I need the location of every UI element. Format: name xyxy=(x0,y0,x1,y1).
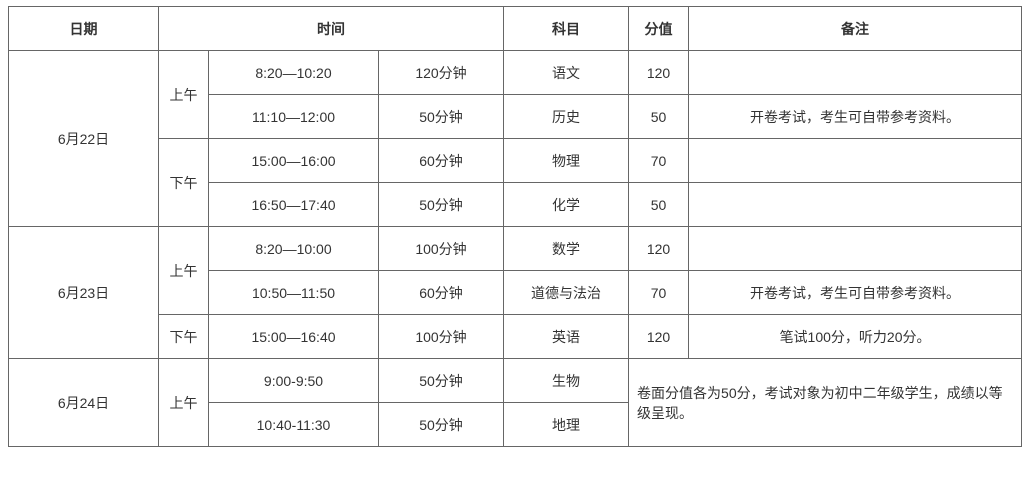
header-date: 日期 xyxy=(9,7,159,51)
cell-score: 70 xyxy=(629,139,689,183)
cell-time: 15:00—16:40 xyxy=(209,315,379,359)
cell-time: 16:50—17:40 xyxy=(209,183,379,227)
header-time: 时间 xyxy=(159,7,504,51)
cell-duration: 100分钟 xyxy=(379,315,504,359)
cell-note xyxy=(689,183,1022,227)
cell-score: 50 xyxy=(629,183,689,227)
cell-duration: 50分钟 xyxy=(379,95,504,139)
cell-period: 上午 xyxy=(159,51,209,139)
cell-period: 下午 xyxy=(159,139,209,227)
cell-time: 11:10—12:00 xyxy=(209,95,379,139)
cell-date: 6月23日 xyxy=(9,227,159,359)
cell-duration: 50分钟 xyxy=(379,403,504,447)
cell-score: 120 xyxy=(629,315,689,359)
header-subject: 科目 xyxy=(504,7,629,51)
cell-time: 9:00-9:50 xyxy=(209,359,379,403)
cell-note xyxy=(689,51,1022,95)
cell-score: 120 xyxy=(629,51,689,95)
cell-subject: 数学 xyxy=(504,227,629,271)
cell-date: 6月24日 xyxy=(9,359,159,447)
table-row: 下午 15:00—16:00 60分钟 物理 70 xyxy=(9,139,1022,183)
cell-subject: 化学 xyxy=(504,183,629,227)
cell-note: 笔试100分，听力20分。 xyxy=(689,315,1022,359)
cell-subject: 物理 xyxy=(504,139,629,183)
cell-time: 10:50—11:50 xyxy=(209,271,379,315)
header-note: 备注 xyxy=(689,7,1022,51)
cell-subject: 地理 xyxy=(504,403,629,447)
cell-duration: 100分钟 xyxy=(379,227,504,271)
cell-note xyxy=(689,139,1022,183)
cell-subject: 历史 xyxy=(504,95,629,139)
cell-subject: 英语 xyxy=(504,315,629,359)
cell-duration: 50分钟 xyxy=(379,183,504,227)
cell-score: 50 xyxy=(629,95,689,139)
cell-period: 上午 xyxy=(159,359,209,447)
table-row: 6月22日 上午 8:20—10:20 120分钟 语文 120 xyxy=(9,51,1022,95)
exam-schedule-table: 日期 时间 科目 分值 备注 6月22日 上午 8:20—10:20 120分钟… xyxy=(8,6,1022,447)
cell-duration: 120分钟 xyxy=(379,51,504,95)
cell-period: 上午 xyxy=(159,227,209,315)
cell-subject: 道德与法治 xyxy=(504,271,629,315)
cell-duration: 60分钟 xyxy=(379,139,504,183)
header-score: 分值 xyxy=(629,7,689,51)
cell-duration: 60分钟 xyxy=(379,271,504,315)
cell-merged-note: 卷面分值各为50分，考试对象为初中二年级学生，成绩以等级呈现。 xyxy=(629,359,1022,447)
table-header-row: 日期 时间 科目 分值 备注 xyxy=(9,7,1022,51)
table-row: 下午 15:00—16:40 100分钟 英语 120 笔试100分，听力20分… xyxy=(9,315,1022,359)
cell-time: 8:20—10:20 xyxy=(209,51,379,95)
cell-note: 开卷考试，考生可自带参考资料。 xyxy=(689,95,1022,139)
cell-subject: 生物 xyxy=(504,359,629,403)
cell-note xyxy=(689,227,1022,271)
cell-duration: 50分钟 xyxy=(379,359,504,403)
cell-date: 6月22日 xyxy=(9,51,159,227)
cell-time: 8:20—10:00 xyxy=(209,227,379,271)
cell-subject: 语文 xyxy=(504,51,629,95)
cell-score: 70 xyxy=(629,271,689,315)
cell-time: 10:40-11:30 xyxy=(209,403,379,447)
cell-period: 下午 xyxy=(159,315,209,359)
table-row: 6月24日 上午 9:00-9:50 50分钟 生物 卷面分值各为50分，考试对… xyxy=(9,359,1022,403)
cell-score: 120 xyxy=(629,227,689,271)
table-row: 6月23日 上午 8:20—10:00 100分钟 数学 120 xyxy=(9,227,1022,271)
cell-note: 开卷考试，考生可自带参考资料。 xyxy=(689,271,1022,315)
cell-time: 15:00—16:00 xyxy=(209,139,379,183)
